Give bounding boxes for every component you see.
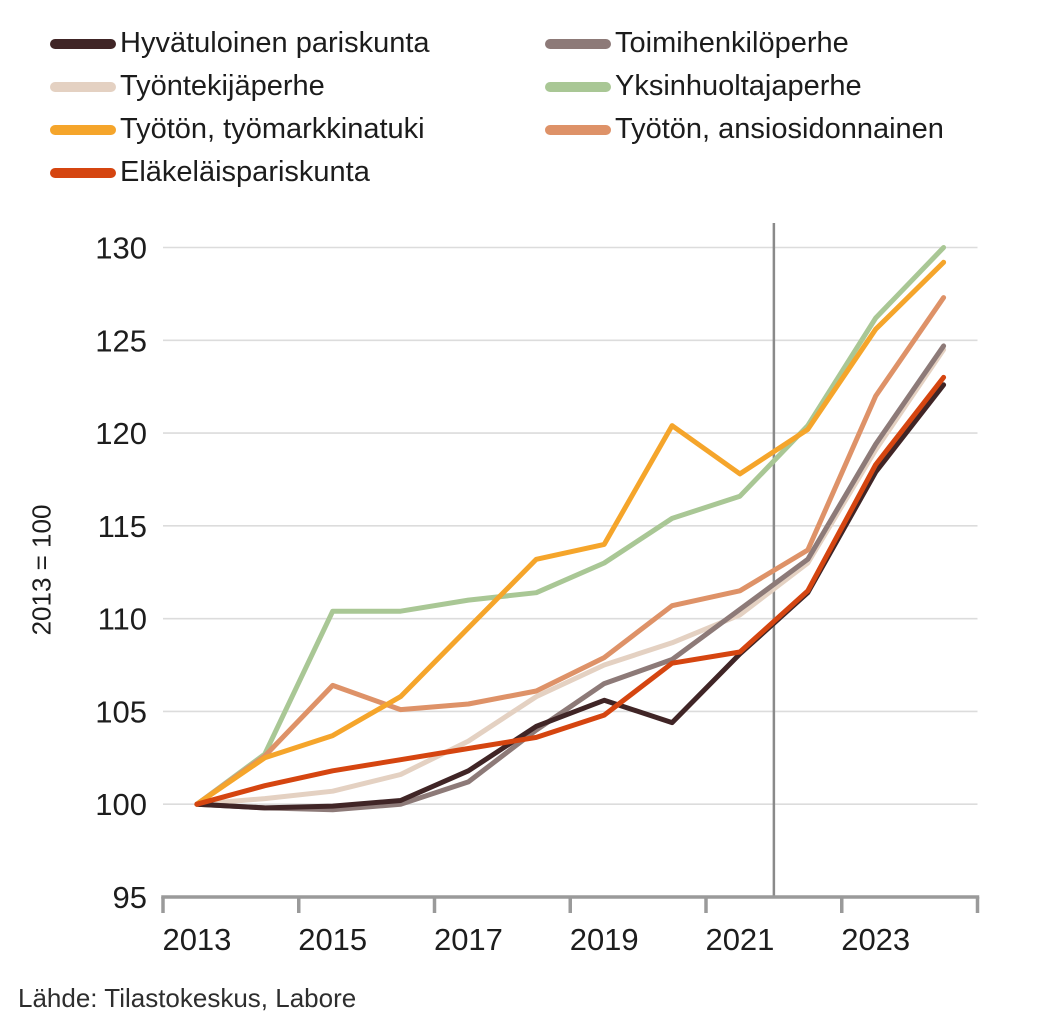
series-line-tyoton-tyomarkkinatuki bbox=[194, 259, 947, 807]
y-tick-label-105: 105 bbox=[95, 694, 147, 729]
legend-label: Eläkeläispariskunta bbox=[120, 156, 370, 188]
x-tick-label-2015: 2015 bbox=[298, 922, 367, 957]
y-tick-label-100: 100 bbox=[95, 787, 147, 822]
y-tick-label-130: 130 bbox=[95, 231, 147, 266]
source-note: Lähde: Tilastokeskus, Labore bbox=[18, 983, 357, 1013]
y-tick-label-110: 110 bbox=[98, 602, 147, 637]
legend-item-toimihenkiloperhe: Toimihenkilöperhe bbox=[545, 29, 944, 58]
legend-label: Työtön, työmarkkinatuki bbox=[120, 113, 425, 145]
legend-label: Toimihenkilöperhe bbox=[615, 27, 849, 59]
legend-label: Hyvätuloinen pariskunta bbox=[120, 27, 430, 59]
legend-label: Työntekijäperhe bbox=[120, 70, 325, 102]
series-line-toimihenkiloperhe bbox=[194, 343, 947, 813]
legend-item-elakelaispariskunta: Eläkeläispariskunta bbox=[50, 158, 545, 187]
legend-item-tyoton-tyomarkkinatuki: Työtön, työmarkkinatuki bbox=[50, 115, 545, 144]
y-axis-title: 2013 = 100 bbox=[26, 504, 57, 636]
x-tick-label-2021: 2021 bbox=[705, 922, 774, 957]
legend-item-tyontekijaperhe: Työntekijäperhe bbox=[50, 72, 545, 101]
x-tick-label-2023: 2023 bbox=[841, 922, 910, 957]
legend-swatch-elakelaispariskunta bbox=[50, 167, 116, 178]
legend-swatch-yksinhuoltajaperhe bbox=[545, 81, 611, 92]
legend-swatch-tyontekijaperhe bbox=[50, 81, 116, 92]
y-tick-label-95: 95 bbox=[113, 880, 147, 915]
legend-item-tyoton-ansiosidonnainen: Työtön, ansiosidonnainen bbox=[545, 115, 944, 144]
legend-swatch-tyoton-tyomarkkinatuki bbox=[50, 124, 116, 135]
legend-swatch-hyvatuloinen-pariskunta bbox=[50, 38, 116, 49]
legend-label: Yksinhuoltajaperhe bbox=[615, 70, 862, 102]
series-line-elakelaispariskunta bbox=[194, 374, 947, 807]
y-tick-label-115: 115 bbox=[98, 509, 147, 544]
y-tick-label-120: 120 bbox=[95, 416, 147, 451]
chart-legend: Hyvätuloinen pariskunta Toimihenkilöperhe… bbox=[50, 22, 944, 194]
x-tick-label-2013: 2013 bbox=[162, 922, 231, 957]
legend-label: Työtön, ansiosidonnainen bbox=[615, 113, 944, 145]
legend-swatch-toimihenkiloperhe bbox=[545, 38, 611, 49]
y-tick-label-125: 125 bbox=[95, 323, 147, 358]
legend-item-yksinhuoltajaperhe: Yksinhuoltajaperhe bbox=[545, 72, 944, 101]
x-tick-label-2019: 2019 bbox=[570, 922, 639, 957]
legend-item-hyvatuloinen-pariskunta: Hyvätuloinen pariskunta bbox=[50, 29, 545, 58]
series-line-yksinhuoltajaperhe bbox=[194, 245, 947, 807]
series-line-tyoton-ansiosidonnainen bbox=[194, 295, 947, 807]
legend-swatch-tyoton-ansiosidonnainen bbox=[545, 124, 611, 135]
x-tick-label-2017: 2017 bbox=[434, 922, 503, 957]
